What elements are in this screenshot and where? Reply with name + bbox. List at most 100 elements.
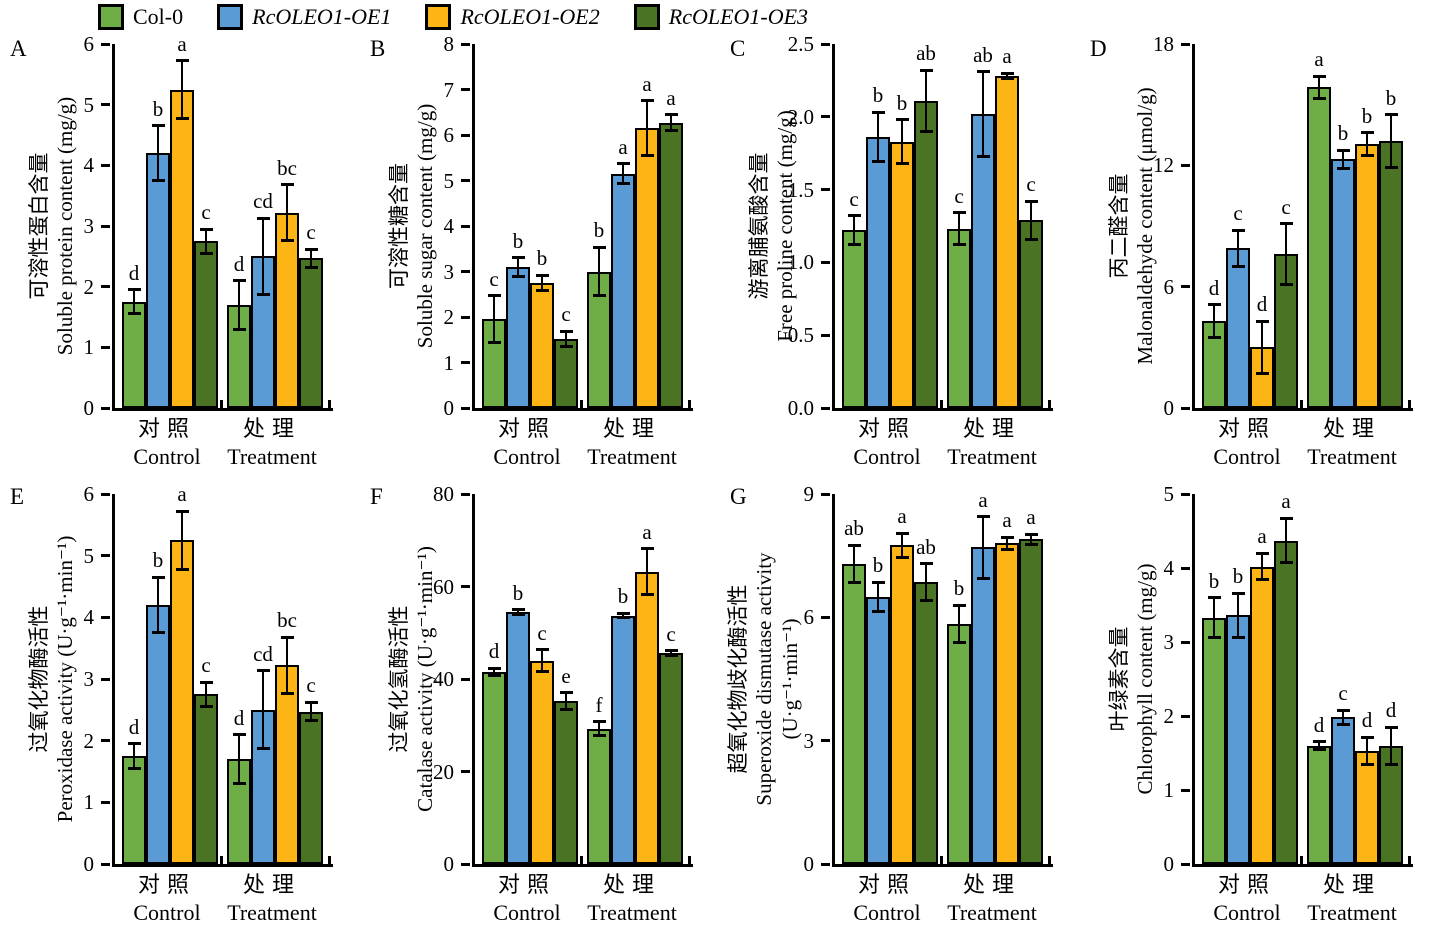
error-bar <box>901 533 903 558</box>
error-bar-cap <box>304 247 318 251</box>
error-bar-cap <box>1000 71 1014 75</box>
error-bar-cap <box>175 509 189 513</box>
error-bar-cap <box>1312 747 1326 751</box>
x-group-label-en: Treatment <box>947 444 1037 469</box>
error-bar-cap <box>976 515 990 519</box>
error-bar <box>1006 537 1008 550</box>
error-bar-cap <box>616 182 630 186</box>
x-group-label-en: Control <box>133 444 201 469</box>
significance-letter: a <box>1002 44 1012 69</box>
bar-RcOLEO1-OE2-treatment <box>635 128 659 408</box>
y-tick-mark <box>101 739 110 743</box>
significance-letter: b <box>872 83 884 108</box>
y-tick-label: 7 <box>443 77 455 102</box>
y-tick-label: 5 <box>83 543 95 568</box>
significance-letter: c <box>1338 681 1348 706</box>
significance-letter: d <box>1385 698 1397 723</box>
error-bar-cap <box>1000 535 1014 539</box>
error-bar-cap <box>1231 264 1245 268</box>
y-tick-label: 0 <box>803 852 815 876</box>
y-tick-mark <box>461 270 470 273</box>
significance-letter: c <box>1281 194 1291 219</box>
error-bar-cap <box>871 609 885 613</box>
y-axis-label-line: 叶绿素含量 <box>1107 626 1131 732</box>
y-tick-mark <box>1181 163 1190 167</box>
y-axis-label-line: Superoxide dismutase activity <box>752 552 776 806</box>
error-bar-cap <box>127 766 141 770</box>
significance-letter: b <box>152 548 164 573</box>
significance-letter: e <box>561 663 571 688</box>
y-tick-label: 4 <box>83 153 95 178</box>
error-bar <box>493 668 495 676</box>
significance-letter: c <box>561 302 571 327</box>
significance-letter: d <box>233 251 245 276</box>
y-tick-mark <box>101 800 110 804</box>
error-bar-cap <box>487 666 501 670</box>
bar-RcOLEO1-OE2-control <box>530 282 554 408</box>
error-bar-cap <box>487 674 501 678</box>
y-axis-label-line: 丙二醛含量 <box>1107 173 1131 279</box>
error-bar <box>1366 132 1368 156</box>
error-bar-cap <box>1336 166 1350 170</box>
bar-RcOLEO1-OE3-control <box>914 582 938 864</box>
y-tick-label: 1.5 <box>787 177 814 202</box>
error-bar-cap <box>1255 372 1269 376</box>
error-bar <box>1285 223 1287 285</box>
significance-letter: ab <box>916 534 936 559</box>
panel-A: A 可溶性蛋白含量 Soluble protein content (mg/g) 0 1… <box>0 30 359 496</box>
error-bar-cap <box>535 648 549 652</box>
error-bar <box>181 511 183 570</box>
panel-letter: E <box>10 484 25 509</box>
y-tick-label: 0 <box>443 396 455 420</box>
bar-RcOLEO1-OE2-treatment <box>1355 144 1379 408</box>
significance-letter: c <box>954 183 964 208</box>
y-tick-label: 0 <box>443 852 455 876</box>
significance-letter: d <box>488 639 500 664</box>
bar-RcOLEO1-OE2-control <box>890 141 914 408</box>
error-bar-cap <box>895 531 909 535</box>
bar-RcOLEO1-OE1-treatment <box>611 173 635 408</box>
x-group-label-en: Control <box>493 900 561 925</box>
error-bar-cap <box>559 329 573 333</box>
x-group-label-zh: 处理 <box>962 416 1021 441</box>
significance-letter: b <box>872 553 884 578</box>
bar-RcOLEO1-OE3-treatment <box>299 258 323 408</box>
y-tick-label: 6 <box>83 482 95 506</box>
panel-E: E 过氧化物酶活性 Peroxidase activity (U·g⁻¹·min⁻¹… <box>0 470 359 936</box>
error-bar-cap <box>1384 762 1398 766</box>
bar-Col-0-control <box>482 672 506 864</box>
significance-letter: cd <box>253 641 273 666</box>
plot-area: d d b cd a bc c c <box>112 32 333 411</box>
error-bar-cap <box>559 691 573 695</box>
error-bar <box>1318 76 1320 99</box>
error-bar-cap <box>616 162 630 166</box>
y-tick-label: 20 <box>433 759 454 784</box>
error-bar <box>310 249 312 268</box>
bar-RcOLEO1-OE3-control <box>194 694 218 864</box>
y-tick-mark <box>101 42 110 46</box>
plot-area: ab b b a a a ab a <box>832 488 1053 867</box>
y-axis-label: 丙二醛含量 Malonaldehyde content (μmol/g) <box>1106 46 1158 406</box>
x-group-label-zh: 处理 <box>602 416 661 441</box>
x-group-label-zh: 对照 <box>137 872 196 897</box>
bar-RcOLEO1-OE3-treatment <box>659 122 683 408</box>
error-bar-cap <box>871 580 885 584</box>
error-bar-cap <box>175 116 189 120</box>
error-bar <box>262 218 264 295</box>
y-tick-label: 1.0 <box>787 250 814 275</box>
x-group-label-zh: 对照 <box>1217 416 1276 441</box>
x-tick-mark <box>1408 400 1411 408</box>
bar-Col-0-control <box>842 230 866 408</box>
plot-area: d d b cd a bc c c <box>112 482 333 867</box>
significance-letter: b <box>593 218 605 243</box>
y-tick-label: 5 <box>1163 482 1175 506</box>
error-bar-cap <box>1231 228 1245 232</box>
bar-Col-0-treatment <box>1307 87 1331 408</box>
y-tick-label: 80 <box>433 482 454 506</box>
y-tick-mark <box>1181 640 1190 644</box>
y-tick-label: 40 <box>433 667 454 691</box>
significance-letter: b <box>953 576 965 600</box>
y-tick-mark <box>821 42 830 46</box>
error-bar <box>1342 150 1344 169</box>
